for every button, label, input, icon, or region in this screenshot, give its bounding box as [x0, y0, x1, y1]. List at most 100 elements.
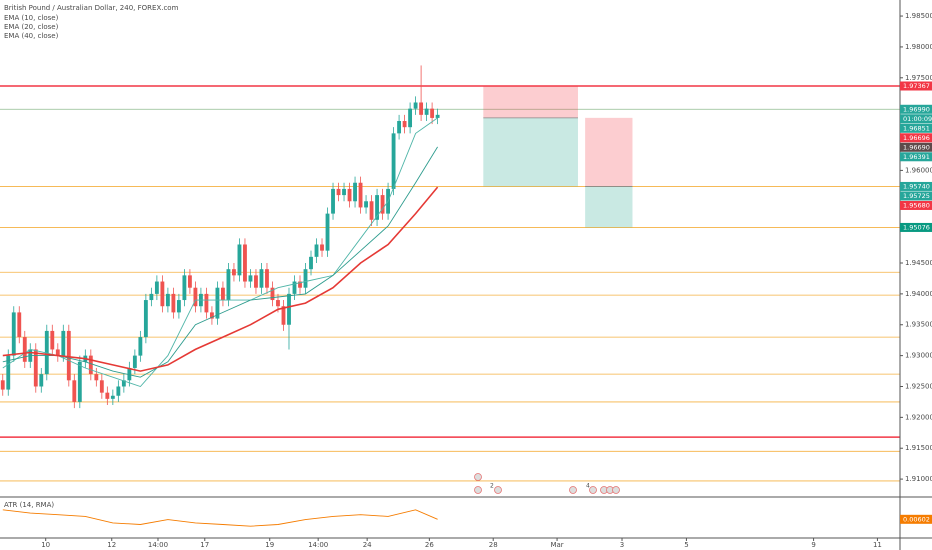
candle-body [287, 293, 291, 325]
candle-body [353, 182, 357, 202]
price-badge [900, 133, 932, 143]
ema-line [2, 146, 438, 378]
candle-body [232, 269, 236, 276]
candle-body [138, 337, 143, 356]
candle-body [55, 349, 60, 356]
price-badge-label: 1.96990 [903, 105, 930, 113]
x-tick-label: 9 [811, 541, 815, 549]
candle-body [259, 269, 264, 288]
candle-body [408, 108, 413, 128]
candle-body [154, 281, 159, 294]
candle-body [364, 201, 368, 208]
legend-entry: EMA (10, close) [4, 14, 59, 22]
candle-body [248, 275, 253, 282]
candle-body [243, 244, 247, 282]
target-zone [585, 186, 633, 228]
x-tick-label: 5 [684, 541, 688, 549]
event-icon [589, 486, 597, 494]
price-badge-label: 1.95725 [903, 192, 930, 200]
candle-body [314, 244, 319, 257]
y-tick-label: 1.92500 [905, 382, 932, 390]
candle-body [33, 349, 38, 387]
y-tick-label: 1.91000 [905, 475, 932, 483]
price-badge-label: 1.95680 [903, 201, 930, 209]
candle-body [6, 355, 11, 390]
y-tick-label: 1.92000 [905, 413, 932, 421]
candle-body [309, 256, 313, 270]
price-badge [900, 200, 932, 210]
candle-body [44, 330, 49, 375]
y-tick-label: 1.94000 [905, 290, 932, 298]
x-tick-label: 3 [620, 541, 624, 549]
y-tick-label: 1.96000 [905, 166, 932, 174]
candle-body [160, 281, 165, 307]
candle-body [105, 392, 110, 399]
candle-body [94, 374, 99, 381]
y-tick-label: 1.97500 [905, 74, 932, 82]
price-badge [900, 142, 932, 152]
x-tick-label: 11 [873, 541, 882, 549]
legend-entry: EMA (20, close) [4, 23, 59, 31]
candle-body [336, 188, 341, 196]
y-tick-label: 1.98000 [905, 43, 932, 51]
price-badge [900, 181, 932, 191]
candle-body [176, 300, 181, 313]
x-tick-label: 26 [425, 541, 434, 549]
event-icon [474, 486, 482, 494]
candle-body [204, 293, 209, 313]
candle-body [391, 133, 396, 189]
y-tick-label: 1.93000 [905, 352, 932, 360]
candle-body [424, 108, 429, 115]
x-tick-label: 17 [200, 541, 209, 549]
plot-area [0, 65, 900, 482]
event-icon [569, 486, 577, 494]
candle-body [430, 108, 435, 118]
price-badge [900, 81, 932, 91]
candle-body [99, 380, 104, 393]
y-tick-label: 1.98500 [905, 12, 932, 20]
chart-title: British Pound / Australian Dollar, 240, … [4, 4, 179, 12]
x-tick-label: 14:00 [148, 541, 168, 549]
countdown-label: 01:00:09 [903, 115, 932, 123]
candle-body [143, 300, 148, 338]
price-badge-label: 1.96391 [903, 153, 930, 161]
price-badge-label: 1.96690 [903, 143, 930, 151]
candle-body [0, 380, 5, 390]
event-icon [494, 486, 502, 494]
candle-body [215, 287, 220, 319]
candle-body [17, 312, 22, 338]
candle-body [210, 312, 214, 319]
x-tick-label: 12 [107, 541, 116, 549]
legend-entry: EMA (40, close) [4, 32, 59, 40]
candle-body [380, 195, 385, 214]
ema-line [2, 117, 438, 388]
candle-body [66, 330, 71, 381]
candle-body [187, 275, 192, 288]
ema-line [2, 186, 439, 372]
candle-body [419, 102, 424, 115]
candle-body [298, 281, 302, 288]
x-tick-label: 24 [363, 541, 372, 549]
price-badge-label: 1.95076 [903, 223, 930, 231]
price-badge [900, 104, 932, 114]
candle-body [320, 244, 324, 251]
candle-body [39, 374, 44, 387]
y-tick-label: 1.91500 [905, 444, 932, 452]
candle-body [254, 275, 258, 288]
countdown-badge [900, 114, 932, 124]
candle-body [237, 244, 242, 276]
y-tick-label: 1.94500 [905, 259, 932, 267]
atr-badge-label: 0.00602 [903, 515, 930, 523]
candle-body [165, 293, 170, 307]
event-count: 2 [490, 483, 494, 490]
candle-body [121, 380, 126, 387]
event-count: 4 [586, 483, 590, 490]
price-badge-label: 1.96851 [903, 124, 930, 132]
x-tick-label: 19 [265, 541, 274, 549]
price-badge-label: 1.96696 [903, 134, 930, 142]
candle-body [171, 293, 176, 313]
candle-body [22, 337, 27, 362]
candle-body [358, 182, 363, 208]
price-badge [900, 191, 932, 201]
